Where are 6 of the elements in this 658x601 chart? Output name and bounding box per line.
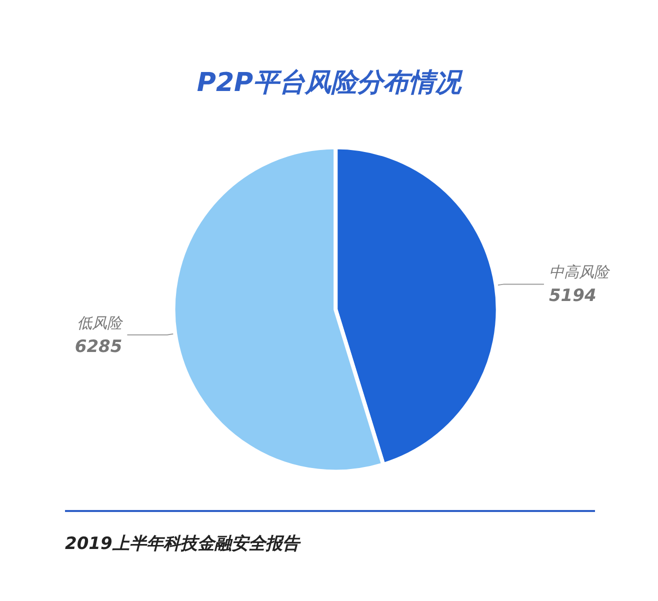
text: 2019上半年科技金融安全报告 <box>65 533 300 555</box>
data-label: 5194 <box>548 286 596 306</box>
slice-label: 低风险 <box>77 314 124 332</box>
slice-label: 中高风险 <box>548 263 611 282</box>
chart-title: P2P平台风险分布情况 <box>196 68 464 98</box>
data-label: 6285 <box>74 336 122 357</box>
